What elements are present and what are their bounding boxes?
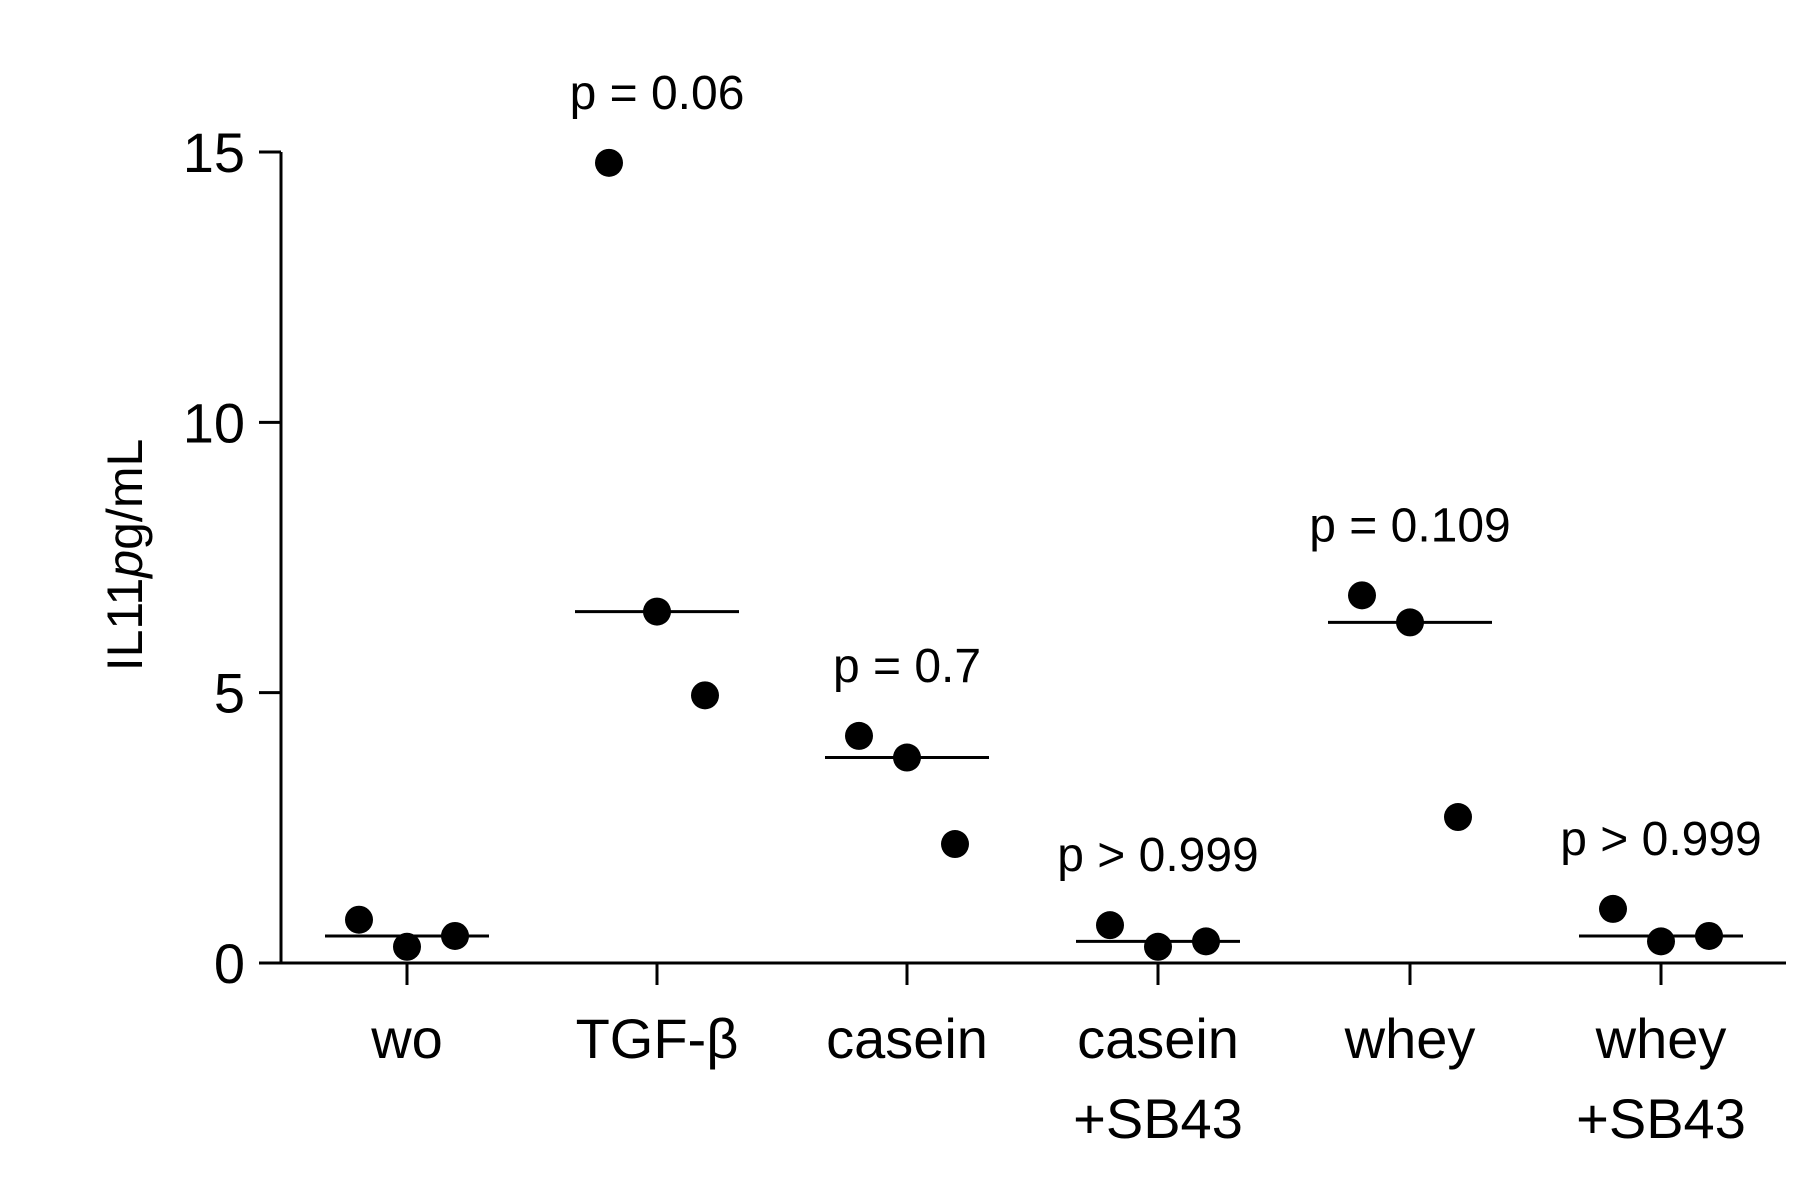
p-value-label: p = 0.109 xyxy=(1309,499,1511,552)
category-label: wo xyxy=(370,1007,443,1070)
data-point xyxy=(845,721,873,750)
category-label: TGF-β xyxy=(576,1007,739,1070)
data-point xyxy=(643,597,671,626)
data-point xyxy=(1396,608,1424,637)
data-points xyxy=(345,148,1723,961)
category-label: +SB43 xyxy=(1576,1087,1746,1150)
p-value-label: p = 0.7 xyxy=(833,640,981,693)
data-point xyxy=(1695,921,1723,950)
data-point xyxy=(1647,927,1675,956)
data-point xyxy=(1444,803,1472,832)
y-tick-label: 15 xyxy=(183,121,245,184)
p-value-label: p = 0.06 xyxy=(570,67,745,120)
p-value-label: p > 0.999 xyxy=(1057,829,1259,882)
y-tick-label: 10 xyxy=(183,391,245,454)
data-point xyxy=(441,921,469,950)
data-point xyxy=(893,743,921,772)
y-ticks: 0 5 10 15 xyxy=(183,121,281,995)
data-point xyxy=(1192,927,1220,956)
axes xyxy=(279,152,1786,965)
data-point xyxy=(1096,911,1124,940)
y-axis-label: IL11pg/mL xyxy=(97,439,153,672)
x-ticks xyxy=(405,963,1663,985)
median-lines xyxy=(325,610,1743,943)
category-label: casein xyxy=(1077,1007,1239,1070)
category-label: whey xyxy=(1595,1007,1727,1070)
data-point xyxy=(1348,581,1376,610)
category-labels: wo TGF-β casein casein +SB43 whey whey +SB43 xyxy=(370,1007,1746,1150)
p-value-label: p > 0.999 xyxy=(1560,813,1762,866)
data-point xyxy=(345,905,373,934)
data-point xyxy=(393,932,421,961)
y-tick-label: 0 xyxy=(214,932,245,995)
y-axis-label-unit-rest: g/mL xyxy=(97,439,153,550)
y-tick-label: 5 xyxy=(214,662,245,725)
category-label: +SB43 xyxy=(1073,1087,1243,1150)
data-point xyxy=(691,681,719,710)
p-value-labels: p = 0.06 p = 0.7 p > 0.999 p = 0.109 p > 0.9… xyxy=(570,67,1762,882)
data-point xyxy=(1599,894,1627,923)
category-label: casein xyxy=(826,1007,988,1070)
y-axis-label-prefix: IL11 xyxy=(97,578,153,672)
data-point xyxy=(595,148,623,177)
data-point xyxy=(941,830,969,859)
y-axis-label-unit-italic: p xyxy=(97,550,153,580)
data-point xyxy=(1144,932,1172,961)
category-label: whey xyxy=(1344,1007,1476,1070)
